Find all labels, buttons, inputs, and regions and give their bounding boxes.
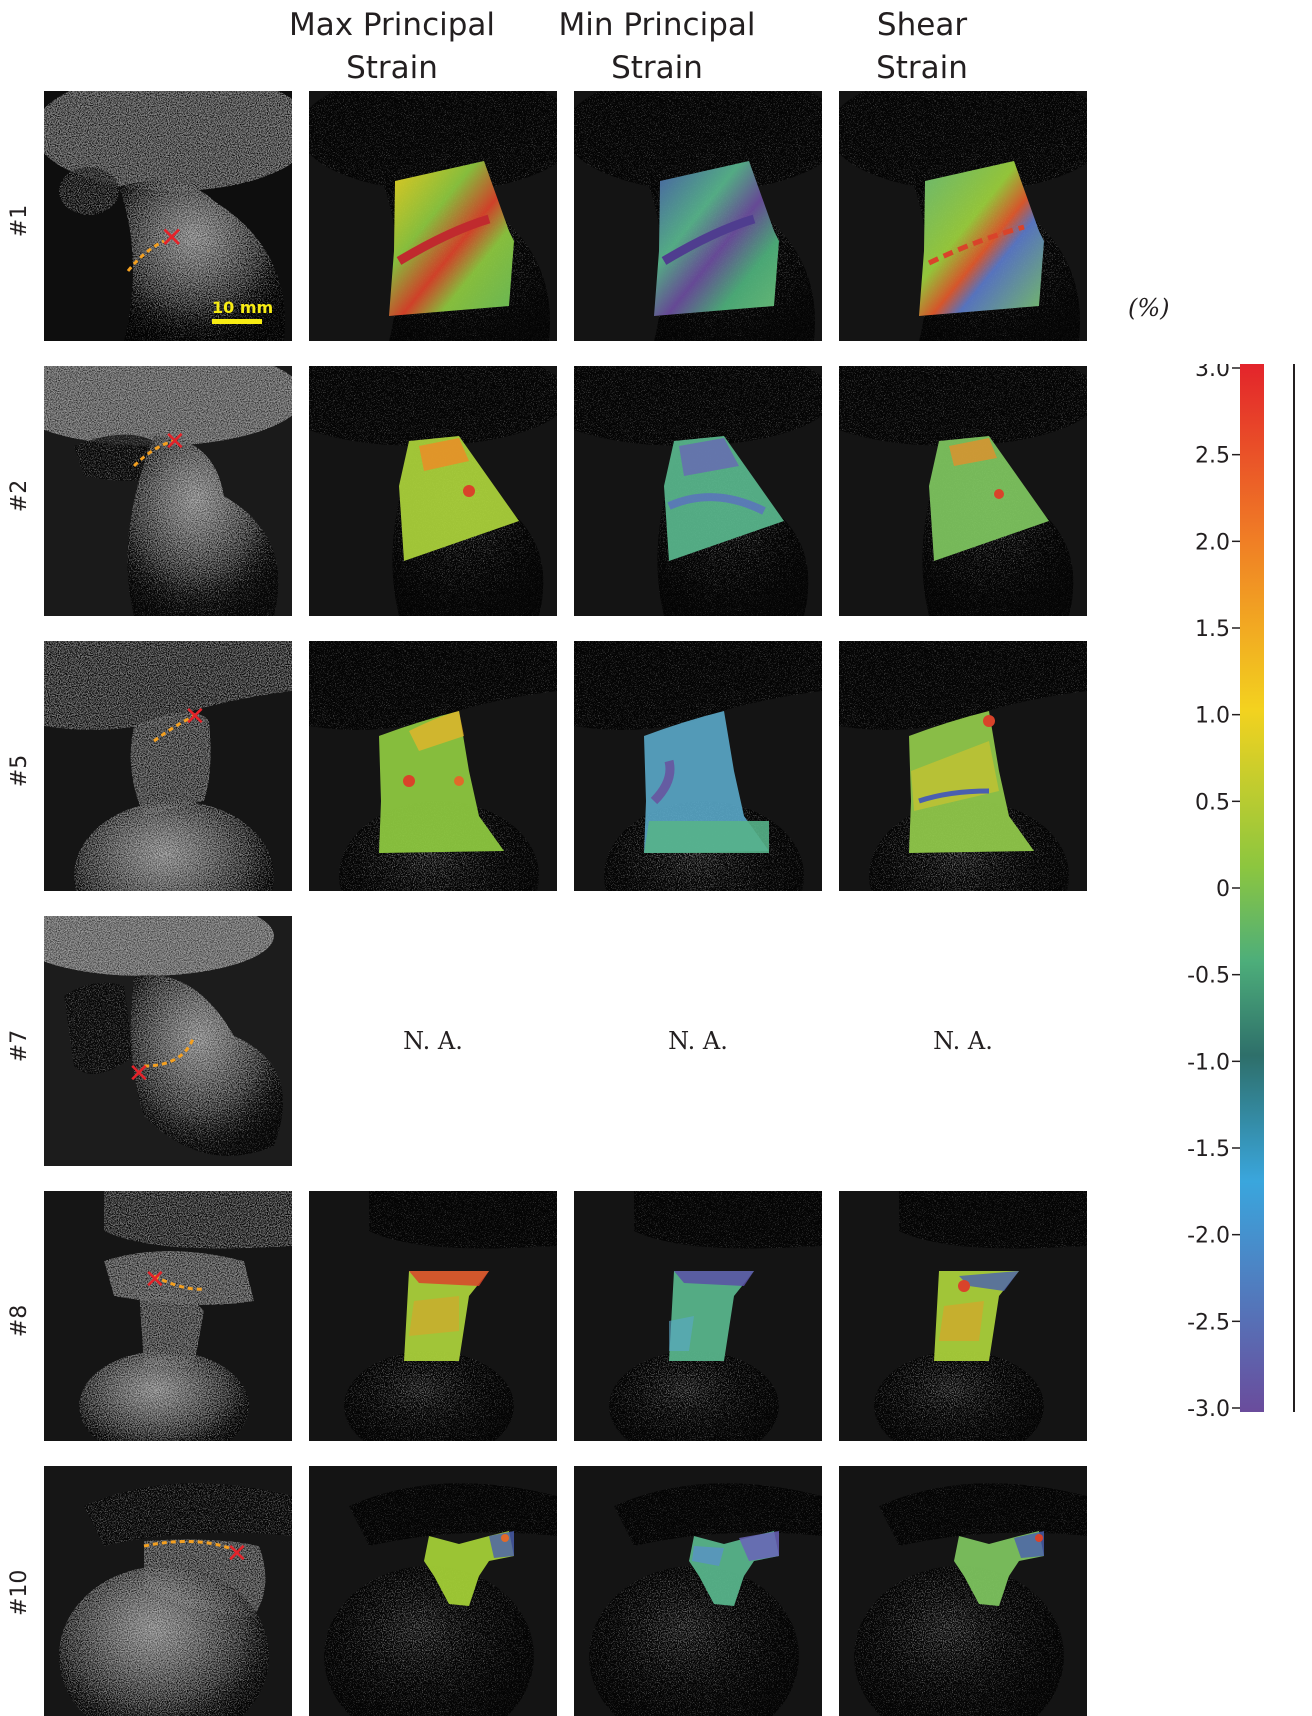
scale-bar (212, 319, 262, 324)
scale-bar-label: 10 mm (212, 298, 273, 317)
strain-map-shear-5 (839, 641, 1087, 891)
colorbar-tick-label: -1.0 (1187, 1050, 1230, 1075)
colorbar-tick-label: 1.5 (1195, 617, 1230, 642)
row-label-1: #1 (7, 204, 32, 238)
colorbar-tick-label: 2.5 (1195, 444, 1230, 469)
strain-map-shear-10 (839, 1466, 1087, 1716)
colorbar-tick-label: -3.0 (1187, 1397, 1230, 1422)
strain-map-shear-2 (839, 366, 1087, 616)
photo-specimen-5: ✕ (44, 641, 292, 891)
crack-marker: ✕ (160, 221, 183, 254)
crack-marker: ✕ (144, 1265, 166, 1295)
colorbar: 3.0 2.5 2.0 1.5 1.0 0.5 0 -0.5 -1.0 -1.5 -2.0 -2.5 -… (1187, 364, 1295, 1422)
strain-map-shear-8 (839, 1191, 1087, 1441)
row-label-7: #7 (7, 1029, 32, 1063)
colorbar-tick-label: -2.0 (1187, 1224, 1230, 1249)
strain-map-min-5 (574, 641, 822, 891)
row-label-10: #10 (7, 1569, 32, 1616)
strain-map-max-10 (309, 1466, 557, 1716)
colorbar-tick-label: 0.5 (1195, 790, 1230, 815)
photo-specimen-2: ✕ (44, 366, 292, 616)
photo-specimen-8: ✕ (44, 1191, 292, 1441)
photo-specimen-1: ✕ 10 mm (44, 91, 292, 341)
colorbar-tick-label: 2.0 (1195, 530, 1230, 555)
crack-marker: ✕ (184, 702, 206, 732)
column-header-line2: Strain (346, 50, 438, 86)
colorbar-tick-label: 3.0 (1195, 364, 1230, 382)
colorbar-gradient (1240, 364, 1264, 1412)
column-header-shear: Shear Strain (797, 4, 1047, 90)
column-header-max-principal: Max Principal Strain (267, 4, 517, 90)
row-label-2: #2 (7, 479, 32, 513)
strain-map-shear-1 (839, 91, 1087, 341)
crack-marker: ✕ (164, 427, 186, 457)
colorbar-tick-label: 0 (1216, 877, 1230, 902)
row-label-5: #5 (7, 754, 32, 788)
colorbar-tick-label: -1.5 (1187, 1137, 1230, 1162)
column-header-line2: Strain (876, 50, 968, 86)
colorbar-tick-label: -0.5 (1187, 964, 1230, 989)
strain-map-min-1 (574, 91, 822, 341)
column-header-line1: Max Principal (288, 7, 496, 43)
colorbar-tick-label: -2.5 (1187, 1310, 1230, 1335)
crack-marker: ✕ (226, 1539, 248, 1569)
strain-map-min-10 (574, 1466, 822, 1716)
colorbar-unit: (%) (1128, 294, 1170, 322)
strain-map-min-2 (574, 366, 822, 616)
photo-specimen-10: ✕ (44, 1466, 292, 1716)
not-available-shear-7: N. A. (933, 1027, 993, 1055)
strain-map-max-1 (309, 91, 557, 341)
strain-map-max-5 (309, 641, 557, 891)
strain-map-max-8 (309, 1191, 557, 1441)
column-header-line1: Shear (876, 7, 968, 43)
column-header-min-principal: Min Principal Strain (532, 4, 782, 90)
strain-map-max-2 (309, 366, 557, 616)
column-header-line1: Min Principal (558, 7, 756, 43)
row-label-8: #8 (7, 1304, 32, 1338)
not-available-max-7: N. A. (403, 1027, 463, 1055)
photo-specimen-7: ✕ (44, 916, 292, 1166)
strain-map-min-8 (574, 1191, 822, 1441)
crack-marker: ✕ (128, 1059, 150, 1089)
column-header-line2: Strain (611, 50, 703, 86)
not-available-min-7: N. A. (668, 1027, 728, 1055)
colorbar-tick-label: 1.0 (1195, 704, 1230, 729)
